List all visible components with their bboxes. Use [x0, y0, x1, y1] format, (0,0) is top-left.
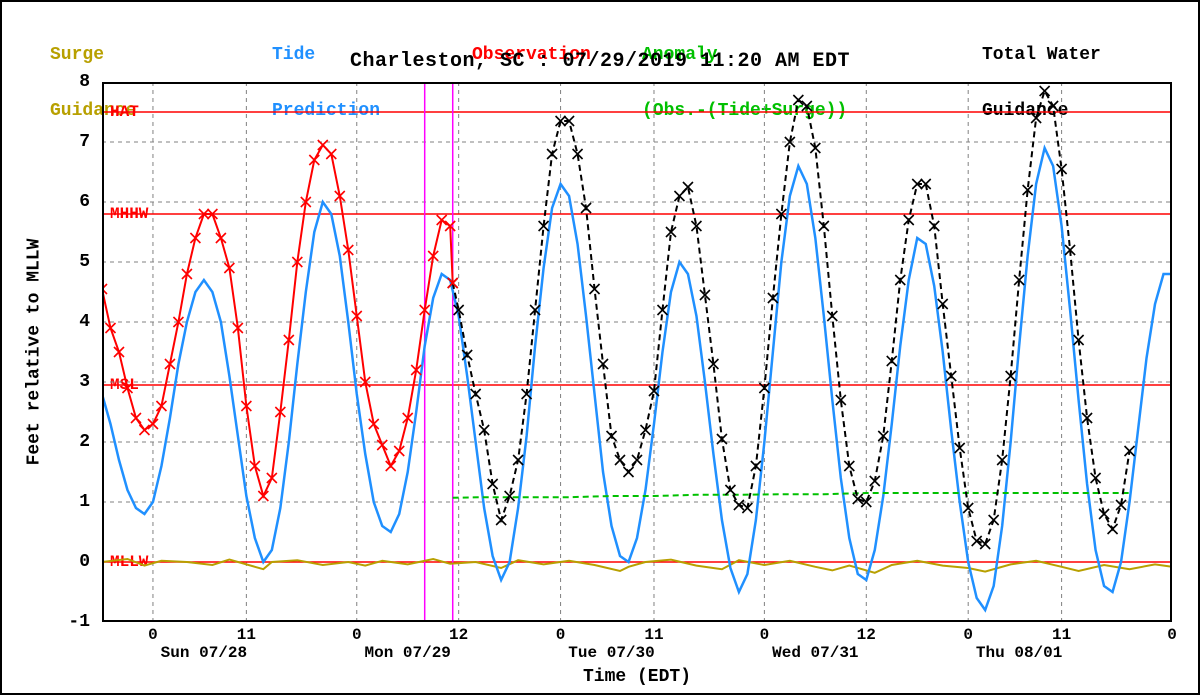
x-tick-day: Sun 07/28 [161, 644, 247, 662]
y-tick: 8 [79, 72, 90, 92]
x-tick-hour: 0 [760, 626, 770, 644]
chart-container: { "title": "Charleston, SC : 07/29/2019 … [0, 0, 1200, 695]
y-tick: 4 [79, 312, 90, 332]
plot-area [102, 82, 1172, 622]
y-tick: 5 [79, 252, 90, 272]
x-tick-day: Tue 07/30 [568, 644, 654, 662]
x-tick-hour: 0 [352, 626, 362, 644]
x-tick-hour: 12 [449, 626, 468, 644]
y-tick: 3 [79, 372, 90, 392]
x-tick-day: Thu 08/01 [976, 644, 1062, 662]
x-tick-hour: 11 [1052, 626, 1071, 644]
y-tick: 7 [79, 132, 90, 152]
x-tick-hour: 0 [148, 626, 158, 644]
y-tick: -1 [68, 612, 90, 632]
y-tick: 6 [79, 192, 90, 212]
plot-border [102, 82, 1172, 622]
axis-text: Feet relative to MLLW [24, 239, 44, 466]
x-tick-hour: 11 [237, 626, 256, 644]
y-tick: 2 [79, 432, 90, 452]
legend: Surge Guidance Tide Prediction Observati… [2, 8, 1198, 50]
x-tick-hour: 0 [556, 626, 566, 644]
y-tick: 0 [79, 552, 90, 572]
x-tick-hour: 0 [963, 626, 973, 644]
x-tick-hour: 12 [857, 626, 876, 644]
x-tick-day: Mon 07/29 [364, 644, 450, 662]
x-tick-day: Wed 07/31 [772, 644, 858, 662]
y-axis-label: Feet relative to MLLW [22, 82, 46, 622]
x-axis-label: Time (EDT) [102, 667, 1172, 687]
y-tick: 1 [79, 492, 90, 512]
outer-frame: Surge Guidance Tide Prediction Observati… [0, 0, 1200, 695]
x-tick-hour: 0 [1167, 626, 1177, 644]
x-tick-hour: 11 [644, 626, 663, 644]
chart-title: Charleston, SC : 07/29/2019 11:20 AM EDT [2, 50, 1198, 73]
